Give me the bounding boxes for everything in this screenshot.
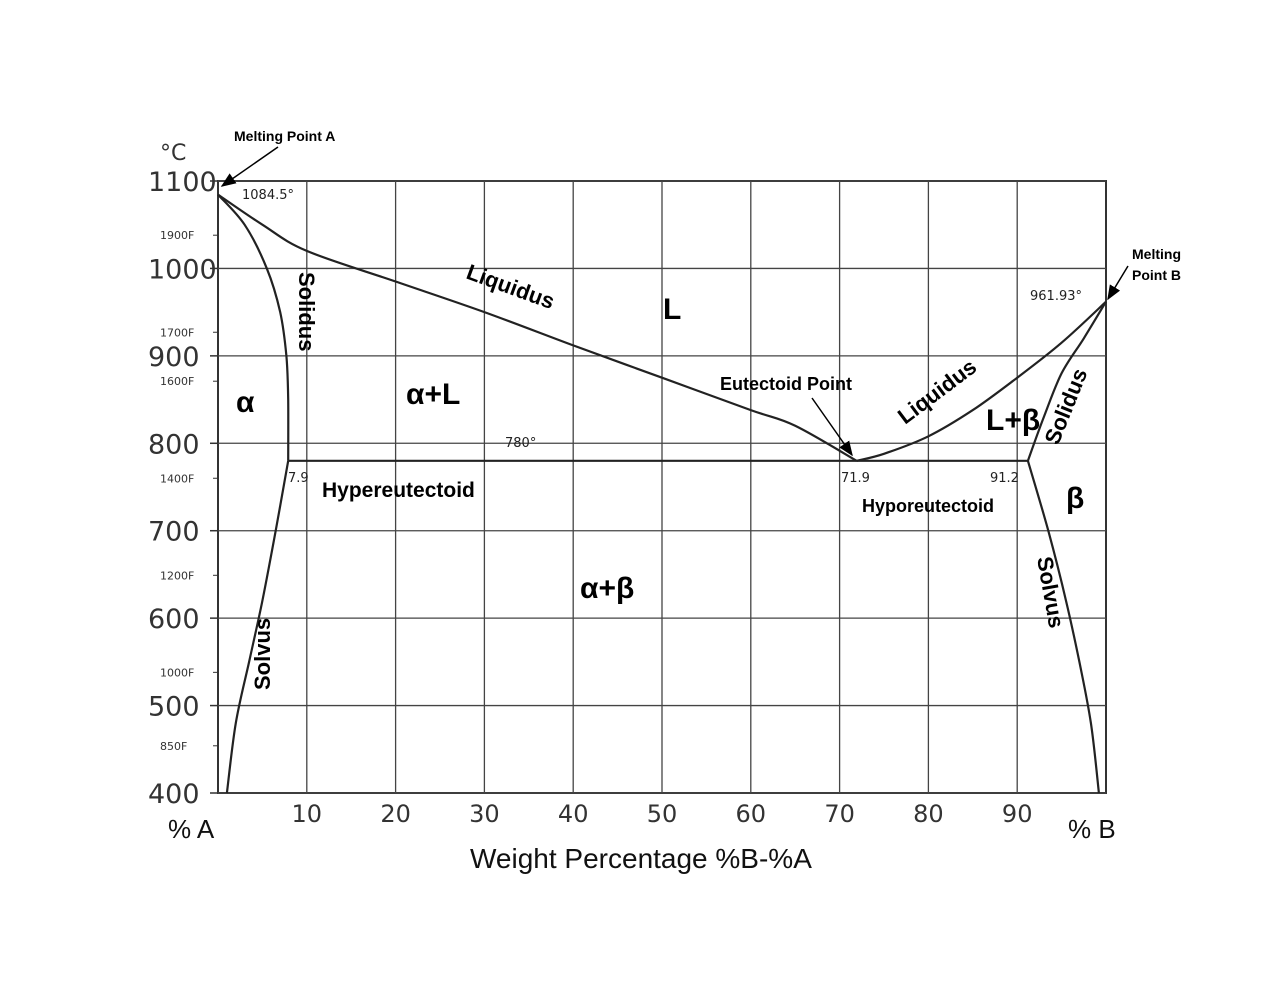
phase-alpha-liquid-label: α+L xyxy=(406,378,460,411)
curve-solvus-alpha xyxy=(225,460,290,794)
melting-point-b-arrow xyxy=(1107,265,1129,301)
phase-beta-label: β xyxy=(1066,482,1084,515)
x-tick-label-20: 20 xyxy=(380,800,411,828)
y-tick-label-600: 600 xyxy=(148,604,200,635)
x-tick-label-50: 50 xyxy=(647,800,678,828)
y-tick-f-label-1700F: 1700F xyxy=(160,326,194,339)
axis-ticks: 1100 1000 900 800 700 600 500 400 1900F 1700F 1600… xyxy=(148,167,1032,828)
phase-alpha-beta-label: α+β xyxy=(580,572,634,605)
y-tick-f-label-850F: 850F xyxy=(160,740,187,753)
curve-solvus-beta xyxy=(1026,460,1100,794)
y-tick-f-label-1900F: 1900F xyxy=(160,229,194,242)
melting-point-b-label-line2: Point B xyxy=(1132,267,1181,283)
liquidus-left-label: Liquidus xyxy=(463,259,558,314)
x-tick-label-60: 60 xyxy=(736,800,767,828)
y-tick-label-1000: 1000 xyxy=(148,254,217,285)
curve-solidus-alpha xyxy=(217,193,290,461)
curve-liquidus-left xyxy=(217,193,858,462)
melting-a-value: 1084.5° xyxy=(242,188,294,203)
x-tick-label-70: 70 xyxy=(824,800,855,828)
y-tick-label-700: 700 xyxy=(148,517,200,548)
y-tick-label-1100: 1100 xyxy=(148,167,217,198)
curve-solidus-beta xyxy=(1026,301,1107,462)
y-tick-f-label-1000F: 1000F xyxy=(160,666,194,679)
phase-alpha-label: α xyxy=(236,386,255,419)
eutectoid-point-label: Eutectoid Point xyxy=(720,374,852,394)
eutectic-composition-value: 71.9 xyxy=(841,471,870,486)
y-tick-label-800: 800 xyxy=(148,429,200,460)
solvus-left-label: Solvus xyxy=(250,618,275,690)
phase-liquid-beta-label: L+β xyxy=(986,404,1040,437)
x-tick-label-40: 40 xyxy=(558,800,589,828)
melting-point-a-label: Melting Point A xyxy=(234,128,335,144)
liquidus-right-label: Liquidus xyxy=(893,354,981,429)
phase-boundary-curves xyxy=(217,193,1107,794)
x-end-label-left: % A xyxy=(168,814,215,844)
y-tick-label-500: 500 xyxy=(148,692,200,723)
y-tick-f-label-1400F: 1400F xyxy=(160,472,194,485)
hypereutectoid-label: Hypereutectoid xyxy=(322,479,475,502)
y-unit-label: °C xyxy=(160,141,186,166)
curve-liquidus-right xyxy=(856,300,1107,462)
x-tick-label-90: 90 xyxy=(1002,800,1033,828)
grid xyxy=(217,180,1107,794)
y-tick-label-900: 900 xyxy=(148,342,200,373)
y-tick-label-400: 400 xyxy=(148,779,200,810)
eutectoid-point-arrow xyxy=(811,397,853,457)
x-end-label-right: % B xyxy=(1068,814,1116,844)
melting-point-b-label-line1: Melting xyxy=(1132,246,1181,262)
solidus-left-label: Solidus xyxy=(294,272,319,351)
melting-point-a-arrow xyxy=(220,146,279,187)
y-tick-f-label-1600F: 1600F xyxy=(160,375,194,388)
melting-b-value: 961.93° xyxy=(1030,289,1082,304)
eutectic-temp-value: 780° xyxy=(505,436,536,451)
hypoeutectoid-label: Hyporeutectoid xyxy=(862,496,994,516)
x-axis-label: Weight Percentage %B-%A xyxy=(470,843,812,874)
x-tick-label-80: 80 xyxy=(913,800,944,828)
phase-liquid-label: L xyxy=(663,293,681,326)
alpha-max-value: 7.9 xyxy=(288,471,309,486)
x-tick-label-30: 30 xyxy=(469,800,500,828)
beta-min-value: 91.2 xyxy=(990,471,1019,486)
y-tick-f-label-1200F: 1200F xyxy=(160,569,194,582)
x-tick-label-10: 10 xyxy=(292,800,323,828)
